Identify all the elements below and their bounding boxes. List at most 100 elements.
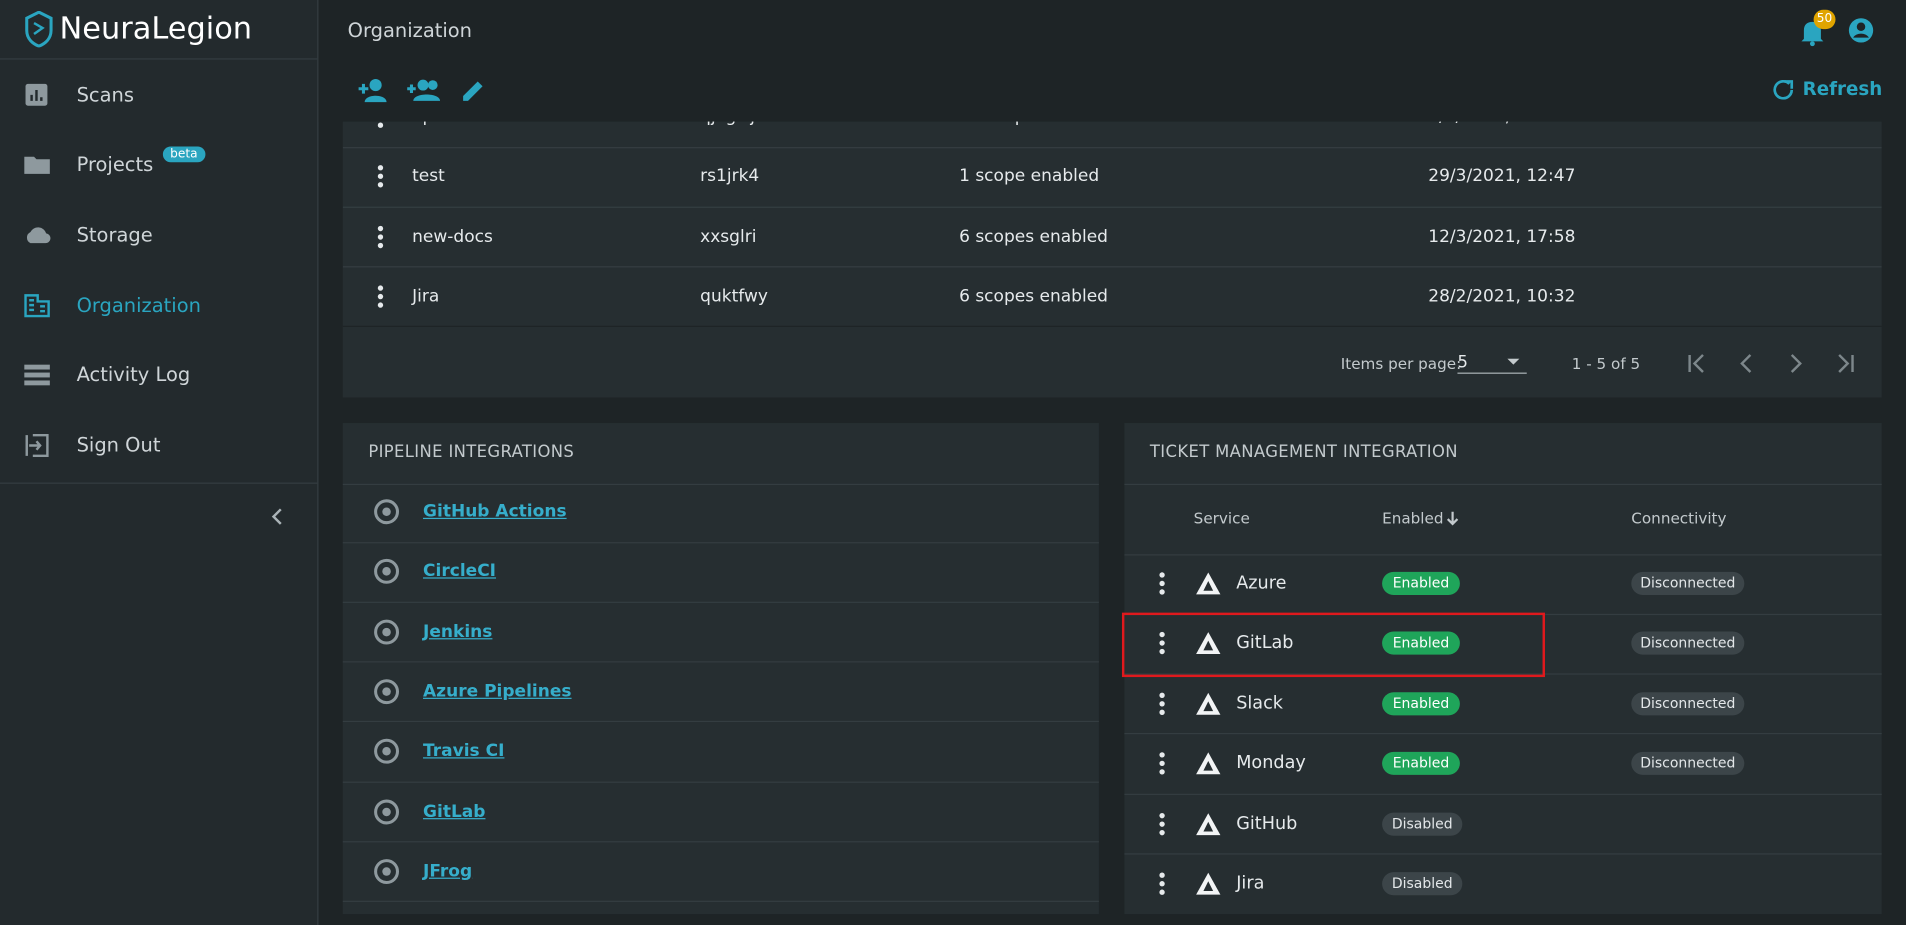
row-menu-button[interactable] [1156,631,1168,655]
integration-link[interactable]: GitLab [423,801,486,822]
service-name: Jira [1236,873,1265,894]
column-header: Connectivity [1631,508,1727,527]
cell: quktfwy [700,286,768,307]
header: Organization 50 Refresh [318,0,1906,122]
column-header: Service [1193,508,1250,527]
service-icon [1196,752,1221,775]
brand: NeuraLegion [59,10,253,46]
row-menu-button[interactable] [374,224,386,248]
edit-button[interactable] [459,78,486,105]
account-button[interactable] [1848,17,1875,44]
cell: api-scan [412,122,484,127]
sort-arrow [1446,511,1459,526]
row-menu-button[interactable] [374,284,386,308]
enabled-badge: Enabled [1382,752,1460,776]
panel-title: PIPELINE INTEGRATIONS [368,442,575,462]
add-user-button[interactable] [357,77,389,104]
sidebar: NeuraLegion Scans Projects beta Storage Orga… [0,0,319,925]
service-name: Slack [1236,693,1284,714]
nav-item[interactable]: Sign Out [76,433,161,457]
enabled-badge: Enabled [1382,631,1460,656]
row-menu-button[interactable] [1156,872,1168,896]
integration-link[interactable]: Travis CI [423,741,505,762]
row-menu-button[interactable] [1156,751,1168,775]
integration-link[interactable]: CircleCI [423,561,497,582]
service-icon [1196,632,1221,655]
nav-item[interactable]: Storage [76,223,153,247]
nav-icon [25,83,48,106]
row-divider [342,661,1099,663]
select-arrow [1507,358,1520,365]
row-menu-button[interactable] [1156,691,1168,715]
integration-icon [374,499,400,525]
panel-title: TICKET MANAGEMENT INTEGRATION [1149,442,1458,462]
integration-icon [374,679,400,704]
cell: 1 scope enabled [959,166,1100,187]
row-menu-button[interactable] [1156,812,1168,836]
refresh-button[interactable]: Refresh [1802,77,1883,100]
nav-icon [24,364,50,386]
cell: 6 scopes enabled [959,286,1108,307]
row-menu-button[interactable] [374,164,386,188]
page-nav-button[interactable] [1686,353,1708,375]
connectivity-badge: Disconnected [1631,631,1745,656]
pipeline-panel: PIPELINE INTEGRATIONS GitHub Actions Circ… [342,423,1099,915]
api-keys-table: api-scan qjkgwjx 21 scopes enabled 3/3/2021… [342,121,1882,398]
page-nav-button[interactable] [1835,353,1857,375]
integration-link[interactable]: Jenkins [423,621,493,642]
service-icon [1196,692,1221,715]
beta-badge: beta [162,146,205,163]
row-divider [1124,673,1882,675]
row-divider [342,781,1099,783]
nav-icon [24,294,50,318]
nav-item[interactable]: Scans [76,83,134,107]
service-name: GitHub [1236,813,1298,834]
service-name: GitLab [1236,633,1294,654]
row-menu-button[interactable] [374,122,386,129]
page-title: Organization [347,18,472,42]
enabled-badge: Disabled [1382,812,1463,836]
add-group-button[interactable] [406,77,441,104]
service-icon [1196,812,1221,835]
integration-link[interactable]: GitHub Actions [423,502,567,522]
cell: 29/3/2021, 12:47 [1428,166,1576,187]
nav-item[interactable]: Activity Log [76,362,191,386]
cell: 6 scopes enabled [959,226,1108,247]
row-divider [1124,793,1882,795]
row-divider [342,841,1099,843]
column-header: Enabled [1382,508,1444,527]
integration-icon [374,798,400,824]
integration-link[interactable]: Azure Pipelines [423,681,572,702]
page-nav-button[interactable] [1736,353,1758,375]
refresh-icon [1773,79,1794,100]
cell: 12/3/2021, 17:58 [1428,226,1576,247]
cell: 3/3/2021, 18:34 [1428,122,1564,127]
nav-icon [25,433,49,458]
service-icon [1196,872,1221,895]
integration-icon [374,559,400,585]
row-divider [1124,853,1882,855]
nav-icon [26,227,51,244]
divider [0,58,318,60]
nav-item[interactable]: Projects [76,152,154,176]
connectivity-badge: Disconnected [1631,692,1745,716]
cell: 21 scopes enabled [959,122,1119,127]
items-per-page-select[interactable]: 5 [1457,353,1527,374]
integration-link[interactable]: JFrog [423,861,473,882]
integration-icon [374,619,400,645]
items-per-page-label: Items per page: [1340,354,1462,373]
service-icon [1196,572,1221,595]
page-nav-button[interactable] [1786,353,1808,375]
cell: new-docs [412,226,493,247]
enabled-badge: Enabled [1382,571,1460,596]
collapse-button[interactable] [267,507,286,526]
divider [1124,554,1882,556]
nav-item[interactable]: Organization [76,293,201,317]
row-menu-button[interactable] [1156,571,1168,595]
cell: Jira [412,286,440,307]
divider [1124,483,1882,486]
cell: rs1jrk4 [700,166,760,187]
connectivity-badge: Disconnected [1631,571,1745,596]
